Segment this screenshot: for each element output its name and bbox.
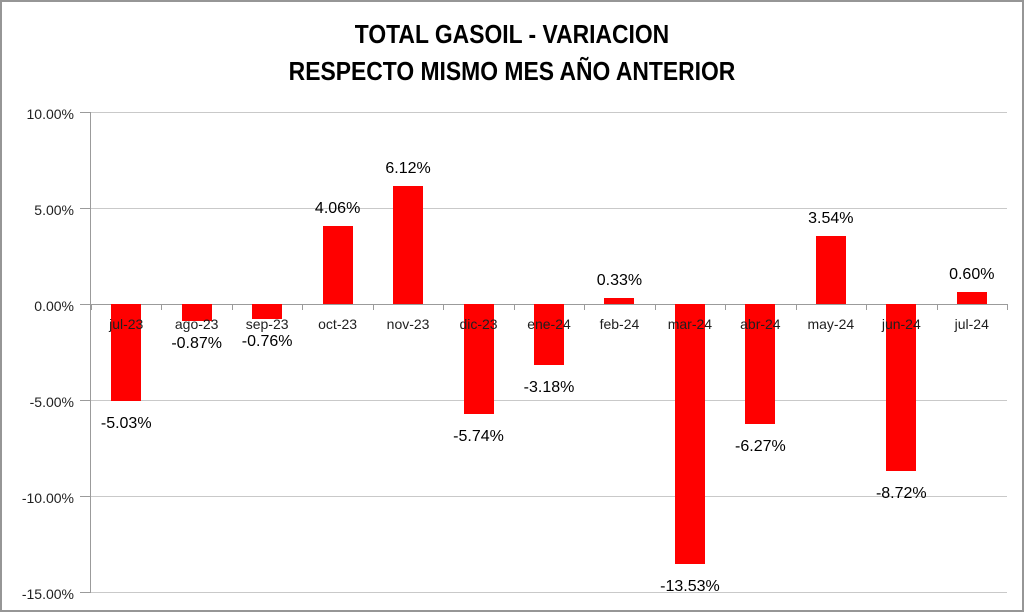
x-axis-category-label: dic-23 — [459, 316, 498, 332]
bar-sep-23 — [252, 304, 283, 319]
x-axis-tick — [161, 304, 162, 310]
y-axis-tick — [80, 495, 91, 497]
x-axis-category-label: jul-24 — [954, 316, 989, 332]
x-axis-category-label: oct-23 — [318, 316, 358, 332]
y-axis-line — [90, 112, 91, 592]
y-axis-tick — [80, 399, 91, 401]
bar-feb-24 — [604, 297, 635, 304]
data-label: -0.76% — [241, 332, 293, 350]
bar-ene-24 — [534, 304, 564, 366]
bar-jul-24 — [956, 292, 987, 304]
x-axis-category-label: feb-24 — [599, 316, 640, 332]
x-axis-category-label: jun-24 — [881, 316, 921, 332]
bar-jul-23 — [111, 304, 142, 401]
x-axis-category-label: ago-23 — [174, 316, 219, 332]
x-axis-tick — [1007, 304, 1008, 310]
x-axis-category-label: may-24 — [807, 316, 855, 332]
data-label: -0.87% — [171, 334, 223, 352]
data-label: -8.72% — [875, 485, 927, 503]
data-label: 4.06% — [314, 200, 361, 218]
y-axis-tick-label: -15.00% — [21, 586, 74, 602]
x-axis-tick — [302, 304, 303, 310]
y-axis-tick-label: 5.00% — [34, 202, 74, 218]
data-label: -3.18% — [523, 379, 575, 397]
x-axis-category-label: mar-24 — [667, 316, 713, 332]
y-axis-tick-label: 0.00% — [34, 298, 74, 314]
y-axis-tick-label: 10.00% — [26, 106, 74, 122]
x-axis-tick — [725, 304, 726, 310]
x-axis-category-label: abr-24 — [740, 316, 781, 332]
data-label: 3.54% — [808, 210, 854, 228]
y-axis-tick — [80, 303, 91, 305]
data-label: -5.03% — [100, 414, 152, 432]
bar-abr-24 — [745, 304, 776, 425]
data-label: 0.33% — [596, 271, 643, 289]
bar-oct-23 — [322, 226, 353, 304]
x-axis-tick — [514, 304, 515, 310]
x-axis-tick — [866, 304, 867, 310]
x-axis-tick — [373, 304, 374, 310]
y-gridline — [91, 591, 1007, 593]
y-axis-tick-label: -5.00% — [29, 394, 74, 410]
x-axis-tick — [232, 304, 233, 310]
bar-jun-24 — [886, 304, 917, 472]
chart-title-line-1: TOTAL GASOIL - VARIACION — [354, 19, 670, 49]
bar-nov-23 — [393, 186, 424, 304]
chart-title-line-2: RESPECTO MISMO MES AÑO ANTERIOR — [288, 56, 736, 86]
data-label: -6.27% — [735, 438, 786, 456]
x-axis-category-label: sep-23 — [245, 316, 289, 332]
y-axis-tick-label: -10.00% — [21, 490, 74, 506]
bar-mar-24 — [674, 304, 705, 564]
x-axis-tick — [796, 304, 797, 310]
bar-may-24 — [815, 236, 846, 304]
bar-ago-23 — [181, 304, 212, 321]
y-gridline — [91, 495, 1007, 497]
data-label: -13.53% — [660, 577, 720, 595]
x-axis-tick — [584, 304, 585, 310]
data-label: 6.12% — [385, 160, 431, 178]
y-axis-tick — [80, 207, 91, 209]
x-axis-tick — [655, 304, 656, 310]
y-gridline — [91, 207, 1007, 209]
y-gridline — [91, 111, 1007, 113]
y-axis-tick — [80, 111, 91, 113]
bar-dic-23 — [463, 304, 494, 415]
x-axis-category-label: nov-23 — [386, 316, 430, 332]
x-axis-category-label: ene-24 — [527, 316, 571, 332]
x-axis-tick — [443, 304, 444, 310]
x-axis-tick — [91, 304, 92, 310]
chart-title: TOTAL GASOIL - VARIACION RESPECTO MISMO … — [63, 16, 961, 90]
x-axis-tick — [937, 304, 938, 310]
y-axis-tick — [80, 591, 91, 593]
x-axis-category-label: jul-23 — [109, 316, 144, 332]
y-gridline — [91, 399, 1007, 401]
data-label: -5.74% — [453, 428, 504, 446]
data-label: 0.60% — [949, 266, 995, 284]
